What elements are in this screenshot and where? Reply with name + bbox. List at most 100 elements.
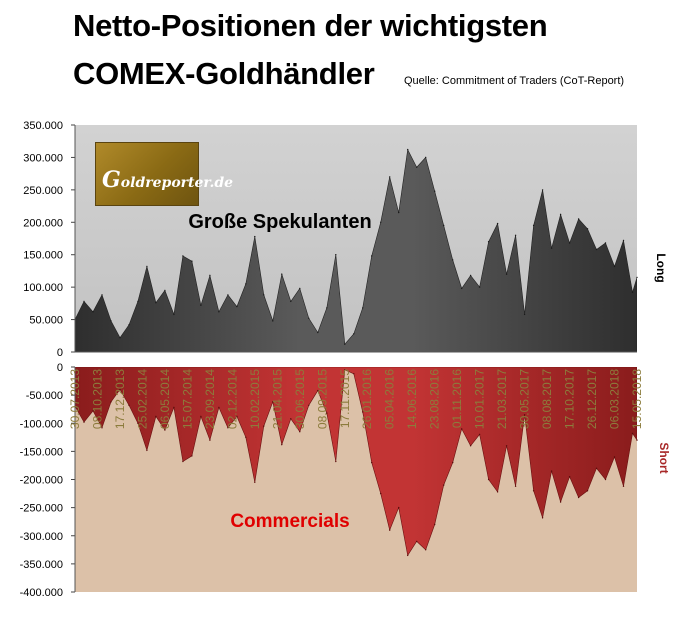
long-data-point: [83, 300, 85, 303]
short-data-point: [263, 425, 265, 427]
long-data-point: [263, 294, 265, 296]
short-data-point: [586, 490, 589, 492]
long-data-point: [389, 176, 391, 178]
short-side-label: Short: [657, 442, 671, 473]
short-data-point: [317, 389, 319, 392]
long-data-point: [227, 294, 229, 296]
short-data-point: [128, 404, 130, 406]
lower-y-tick-label: -150.000: [20, 446, 63, 458]
lower-y-tick-label: -50.000: [26, 390, 63, 402]
short-data-point: [550, 470, 553, 472]
short-data-point: [461, 428, 463, 430]
x-date-label: 30.07.2013: [68, 369, 82, 429]
short-data-point: [636, 439, 638, 441]
short-data-point: [416, 540, 418, 543]
x-date-label: 21.04.2015: [270, 369, 284, 429]
short-data-point: [182, 460, 184, 463]
x-date-label: 17.11.2015: [338, 369, 352, 428]
long-data-point: [613, 265, 616, 268]
short-data-point: [577, 496, 580, 499]
long-data-point: [326, 307, 328, 309]
chart-title-line-1: Netto-Positionen der wichtigsten: [73, 8, 548, 43]
long-data-point: [209, 274, 211, 277]
short-data-point: [532, 490, 535, 492]
x-date-label: 08.10.2013: [91, 369, 105, 429]
short-data-point: [236, 415, 238, 418]
short-data-point: [478, 433, 481, 436]
long-data-point: [236, 305, 238, 308]
long-data-point: [317, 331, 319, 334]
x-date-label: 21.03.2017: [495, 369, 509, 429]
short-data-point: [523, 414, 526, 416]
goldreporter-logo-initial: G: [102, 167, 121, 193]
long-data-point: [469, 274, 472, 277]
x-date-label: 15.07.2014: [180, 369, 194, 429]
long-data-point: [595, 248, 598, 251]
goldreporter-logo-rest: oldreporter.de: [120, 175, 234, 191]
long-data-point: [101, 294, 103, 296]
short-data-point: [568, 476, 571, 478]
goldreporter-logo-text: Goldreporter.de: [102, 167, 233, 193]
short-data-point: [452, 461, 454, 464]
long-data-point: [200, 304, 202, 306]
long-data-point: [407, 148, 409, 151]
x-date-label: 23.08.2016: [428, 369, 442, 429]
short-data-point: [92, 410, 94, 412]
lower-y-tick-label: -250.000: [20, 503, 63, 515]
upper-y-tick-label: 200.000: [23, 217, 63, 229]
upper-y-tick-label: 250.000: [23, 185, 63, 197]
x-date-label: 01.11.2016: [450, 369, 464, 428]
x-date-label: 10.01.2017: [473, 369, 487, 429]
long-data-point: [532, 224, 535, 227]
long-data-point: [119, 337, 121, 339]
x-date-label: 08.08.2017: [540, 369, 554, 429]
long-data-point: [416, 166, 418, 168]
short-data-point: [308, 404, 310, 406]
short-data-point: [505, 445, 508, 447]
x-date-label: 25.02.2014: [135, 369, 149, 429]
lower-y-tick-label: -350.000: [20, 559, 63, 571]
short-data-point: [622, 485, 625, 487]
x-date-label: 23.09.2014: [203, 369, 217, 429]
long-data-point: [550, 247, 553, 249]
long-data-point: [577, 218, 580, 220]
lower-y-tick-label: -100.000: [20, 418, 63, 430]
long-data-point: [245, 283, 247, 285]
short-data-point: [380, 492, 382, 495]
short-data-point: [218, 406, 220, 409]
short-data-point: [362, 411, 364, 413]
short-data-point: [443, 484, 445, 486]
short-data-point: [371, 461, 373, 464]
short-data-point: [245, 436, 247, 438]
short-data-point: [344, 369, 346, 371]
short-data-point: [541, 517, 544, 519]
long-data-point: [254, 235, 256, 238]
long-data-point: [137, 300, 139, 303]
upper-y-tick-label: 150.000: [23, 250, 63, 262]
long-data-point: [604, 242, 607, 244]
short-data-point: [254, 481, 256, 483]
long-data-point: [631, 291, 634, 293]
lower-y-tick-label: -400.000: [20, 587, 63, 599]
long-data-point: [92, 311, 94, 313]
x-date-label: 15.05.2018: [630, 369, 644, 429]
short-data-point: [559, 501, 562, 503]
short-data-point: [101, 427, 103, 429]
lower-y-tick-label: -300.000: [20, 531, 63, 543]
short-data-point: [496, 491, 499, 493]
long-data-point: [487, 241, 490, 243]
long-data-point: [335, 254, 337, 256]
short-data-point: [272, 401, 274, 403]
x-date-label: 06.03.2018: [608, 369, 622, 429]
long-data-point: [568, 242, 571, 244]
short-data-point: [227, 427, 229, 429]
long-data-point: [308, 317, 310, 319]
short-data-point: [110, 401, 112, 403]
long-data-point: [110, 320, 112, 322]
x-date-label: 17.10.2017: [563, 369, 577, 429]
short-data-point: [290, 418, 292, 420]
short-data-point: [326, 412, 328, 414]
short-data-point: [595, 467, 598, 469]
long-data-point: [290, 300, 292, 303]
